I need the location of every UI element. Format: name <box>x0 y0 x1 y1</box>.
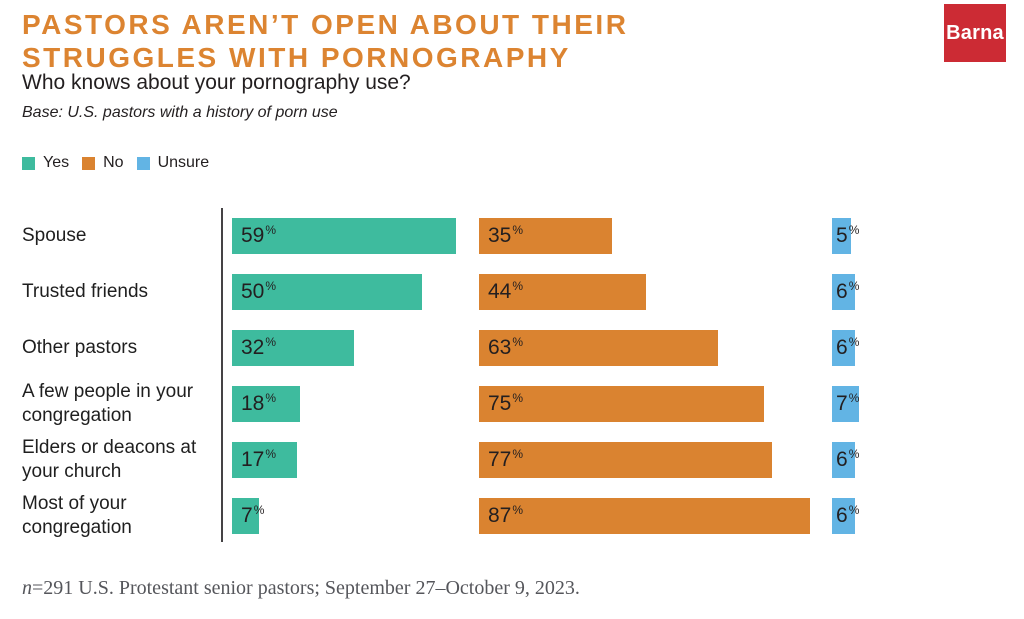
percent-sign: % <box>512 503 524 517</box>
bar-value: 35 <box>488 224 512 247</box>
legend: Yes No Unsure <box>22 154 209 172</box>
legend-label: No <box>103 154 124 171</box>
row-label: Other pastors <box>22 337 138 358</box>
bar-no: 77% <box>479 442 772 478</box>
bar-value: 75 <box>488 392 512 415</box>
percent-sign: % <box>848 391 860 405</box>
bar-value: 87 <box>488 504 512 527</box>
chart-question: Who knows about your pornography use? <box>22 71 411 94</box>
bar-value: 17 <box>241 448 265 471</box>
percent-sign: % <box>265 447 277 461</box>
percent-sign: % <box>848 335 860 349</box>
barna-logo-text: Barna <box>946 21 1004 44</box>
percent-sign: % <box>512 279 524 293</box>
legend-item-unsure: Unsure <box>136 154 210 172</box>
bar-yes: 18% <box>232 386 300 422</box>
page-title-line2: STRUGGLES WITH PORNOGRAPHY <box>22 42 571 73</box>
percent-sign: % <box>848 223 860 237</box>
bar-value: 59 <box>241 224 265 247</box>
percent-sign: % <box>265 391 277 405</box>
axis-line <box>221 208 223 542</box>
percent-sign: % <box>848 447 860 461</box>
footnote-n: n <box>22 577 32 599</box>
percent-sign: % <box>512 223 524 237</box>
legend-item-no: No <box>82 154 124 172</box>
percent-sign: % <box>512 391 524 405</box>
bar-value: 6 <box>836 280 848 303</box>
legend-label: Yes <box>43 154 70 171</box>
bar-value: 6 <box>836 336 848 359</box>
legend-label: Unsure <box>157 154 210 171</box>
legend-swatch-yes <box>22 156 35 170</box>
page-title: PASTORS AREN’T OPEN ABOUT THEIR STRUGGLE… <box>22 8 782 74</box>
legend-swatch-no <box>82 156 96 170</box>
percent-sign: % <box>265 223 277 237</box>
row-label: Trusted friends <box>22 281 149 302</box>
bar-unsure: 6% <box>832 274 859 310</box>
row-label: Most of your congregation <box>22 493 132 538</box>
row-label: Elders or deacons at your church <box>22 437 197 482</box>
bar-value: 44 <box>488 280 512 303</box>
bar-value: 32 <box>241 336 265 359</box>
percent-sign: % <box>265 279 277 293</box>
bar-no: 44% <box>479 274 646 310</box>
bar-unsure: 5% <box>832 218 859 254</box>
footnote-text: =291 U.S. Protestant senior pastors; Sep… <box>32 577 580 599</box>
legend-swatch-unsure <box>136 156 150 170</box>
legend-item-yes: Yes <box>22 154 69 172</box>
bar-value: 7 <box>241 504 253 527</box>
bar-value: 5 <box>836 224 848 247</box>
bar-unsure: 7% <box>832 386 859 422</box>
percent-sign: % <box>265 335 277 349</box>
bar-unsure: 6% <box>832 442 859 478</box>
bar-yes: 32% <box>232 330 354 366</box>
bar-unsure: 6% <box>832 498 859 534</box>
bar-value: 6 <box>836 448 848 471</box>
bar-value: 6 <box>836 504 848 527</box>
bar-yes: 7% <box>232 498 264 534</box>
bar-yes: 59% <box>232 218 456 254</box>
percent-sign: % <box>512 447 524 461</box>
bar-value: 18 <box>241 392 265 415</box>
percent-sign: % <box>848 503 860 517</box>
row-label: A few people in your congregation <box>22 381 194 426</box>
bar-no: 35% <box>479 218 612 254</box>
bar-no: 87% <box>479 498 810 534</box>
bar-no: 63% <box>479 330 718 366</box>
percent-sign: % <box>512 335 524 349</box>
base-note: Base: U.S. pastors with a history of por… <box>22 104 338 121</box>
percent-sign: % <box>848 279 860 293</box>
bar-value: 7 <box>836 392 848 415</box>
bar-yes: 17% <box>232 442 297 478</box>
bar-value: 50 <box>241 280 265 303</box>
bar-no: 75% <box>479 386 764 422</box>
bar-value: 63 <box>488 336 512 359</box>
footnote: n=291 U.S. Protestant senior pastors; Se… <box>22 577 580 600</box>
bar-unsure: 6% <box>832 330 859 366</box>
percent-sign: % <box>253 503 265 517</box>
row-label: Spouse <box>22 225 87 246</box>
page-title-line1: PASTORS AREN’T OPEN ABOUT THEIR <box>22 9 629 40</box>
bar-yes: 50% <box>232 274 422 310</box>
bar-value: 77 <box>488 448 512 471</box>
barna-logo: Barna <box>944 4 1006 62</box>
